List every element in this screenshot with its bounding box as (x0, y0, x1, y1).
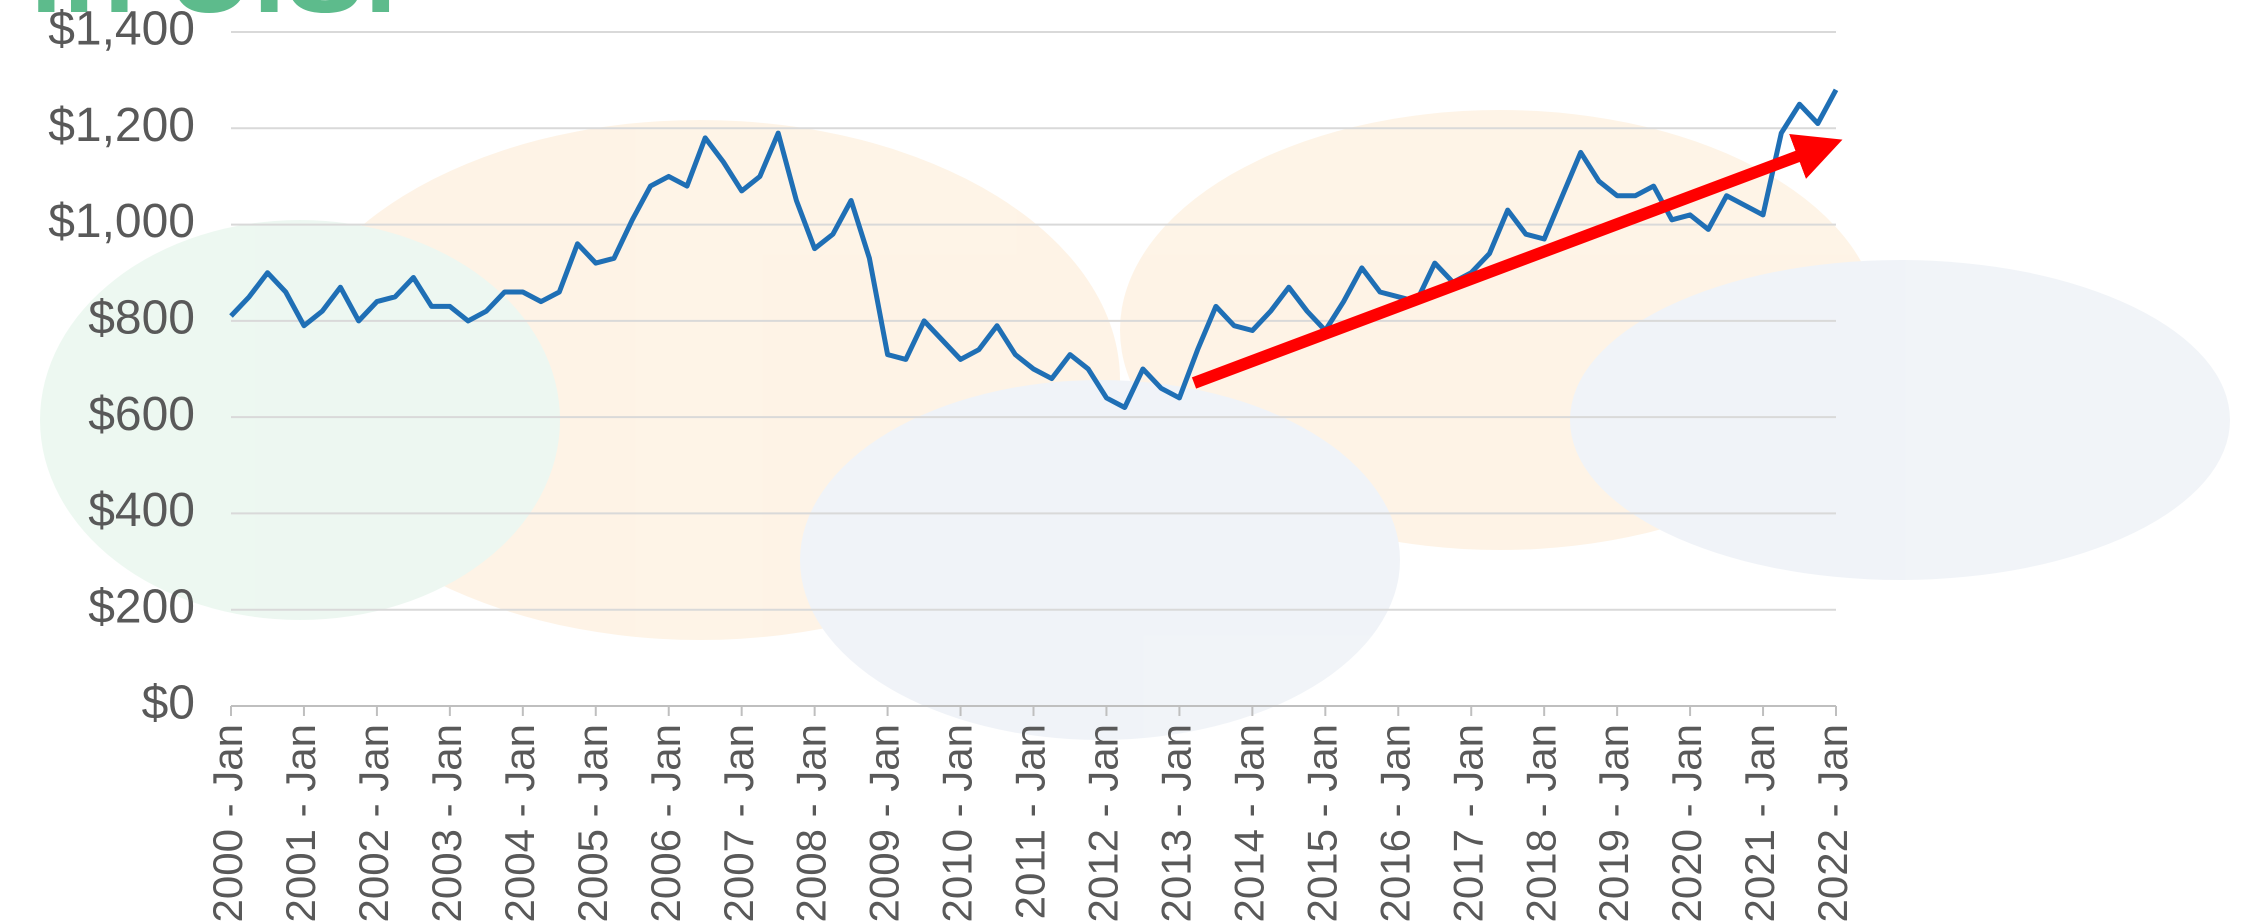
x-tick-label: 2017 - Jan (1444, 724, 1491, 922)
x-tick-label: 2000 - Jan (204, 724, 251, 922)
x-tick-label: 2013 - Jan (1153, 724, 1200, 922)
y-tick-label: $600 (88, 388, 195, 441)
background-decoration (40, 110, 2230, 740)
x-tick-label: 2007 - Jan (715, 724, 762, 922)
x-tick-label: 2018 - Jan (1517, 724, 1564, 922)
x-tick-label: 2020 - Jan (1663, 724, 1710, 922)
x-tick-label: 2011 - Jan (1007, 724, 1054, 919)
x-tick-label: 2012 - Jan (1080, 724, 1127, 922)
x-tick-label: 2010 - Jan (934, 724, 981, 922)
y-tick-label: $1,400 (48, 3, 195, 56)
x-tick-label: 2014 - Jan (1225, 724, 1272, 922)
y-tick-label: $1,200 (48, 99, 195, 152)
y-tick-label: $200 (88, 580, 195, 633)
x-tick-label: 2021 - Jan (1736, 724, 1783, 922)
x-tick-label: 2006 - Jan (642, 724, 689, 922)
x-tick-label: 2002 - Jan (350, 724, 397, 922)
x-tick-label: 2015 - Jan (1298, 724, 1345, 922)
page: {"chart_data": { "type": "line", "title"… (0, 0, 2260, 923)
x-tick-label: 2016 - Jan (1371, 724, 1418, 922)
x-tick-label: 2022 - Jan (1809, 724, 1856, 922)
y-tick-label: $1,000 (48, 195, 195, 248)
x-tick-label: 2019 - Jan (1590, 724, 1637, 922)
y-tick-label: $0 (142, 677, 195, 730)
x-tick-label: 2008 - Jan (788, 724, 835, 922)
chart: in U.S. $0$200$400$600$800$1,000$1,200$1… (0, 0, 2260, 923)
x-tick-label: 2005 - Jan (569, 724, 616, 922)
y-tick-label: $400 (88, 484, 195, 537)
x-tick-label: 2009 - Jan (861, 724, 908, 922)
x-tick-label: 2003 - Jan (423, 724, 470, 922)
y-tick-label: $800 (88, 292, 195, 345)
x-tick-label: 2004 - Jan (496, 724, 543, 922)
x-tick-label: 2001 - Jan (277, 724, 324, 922)
